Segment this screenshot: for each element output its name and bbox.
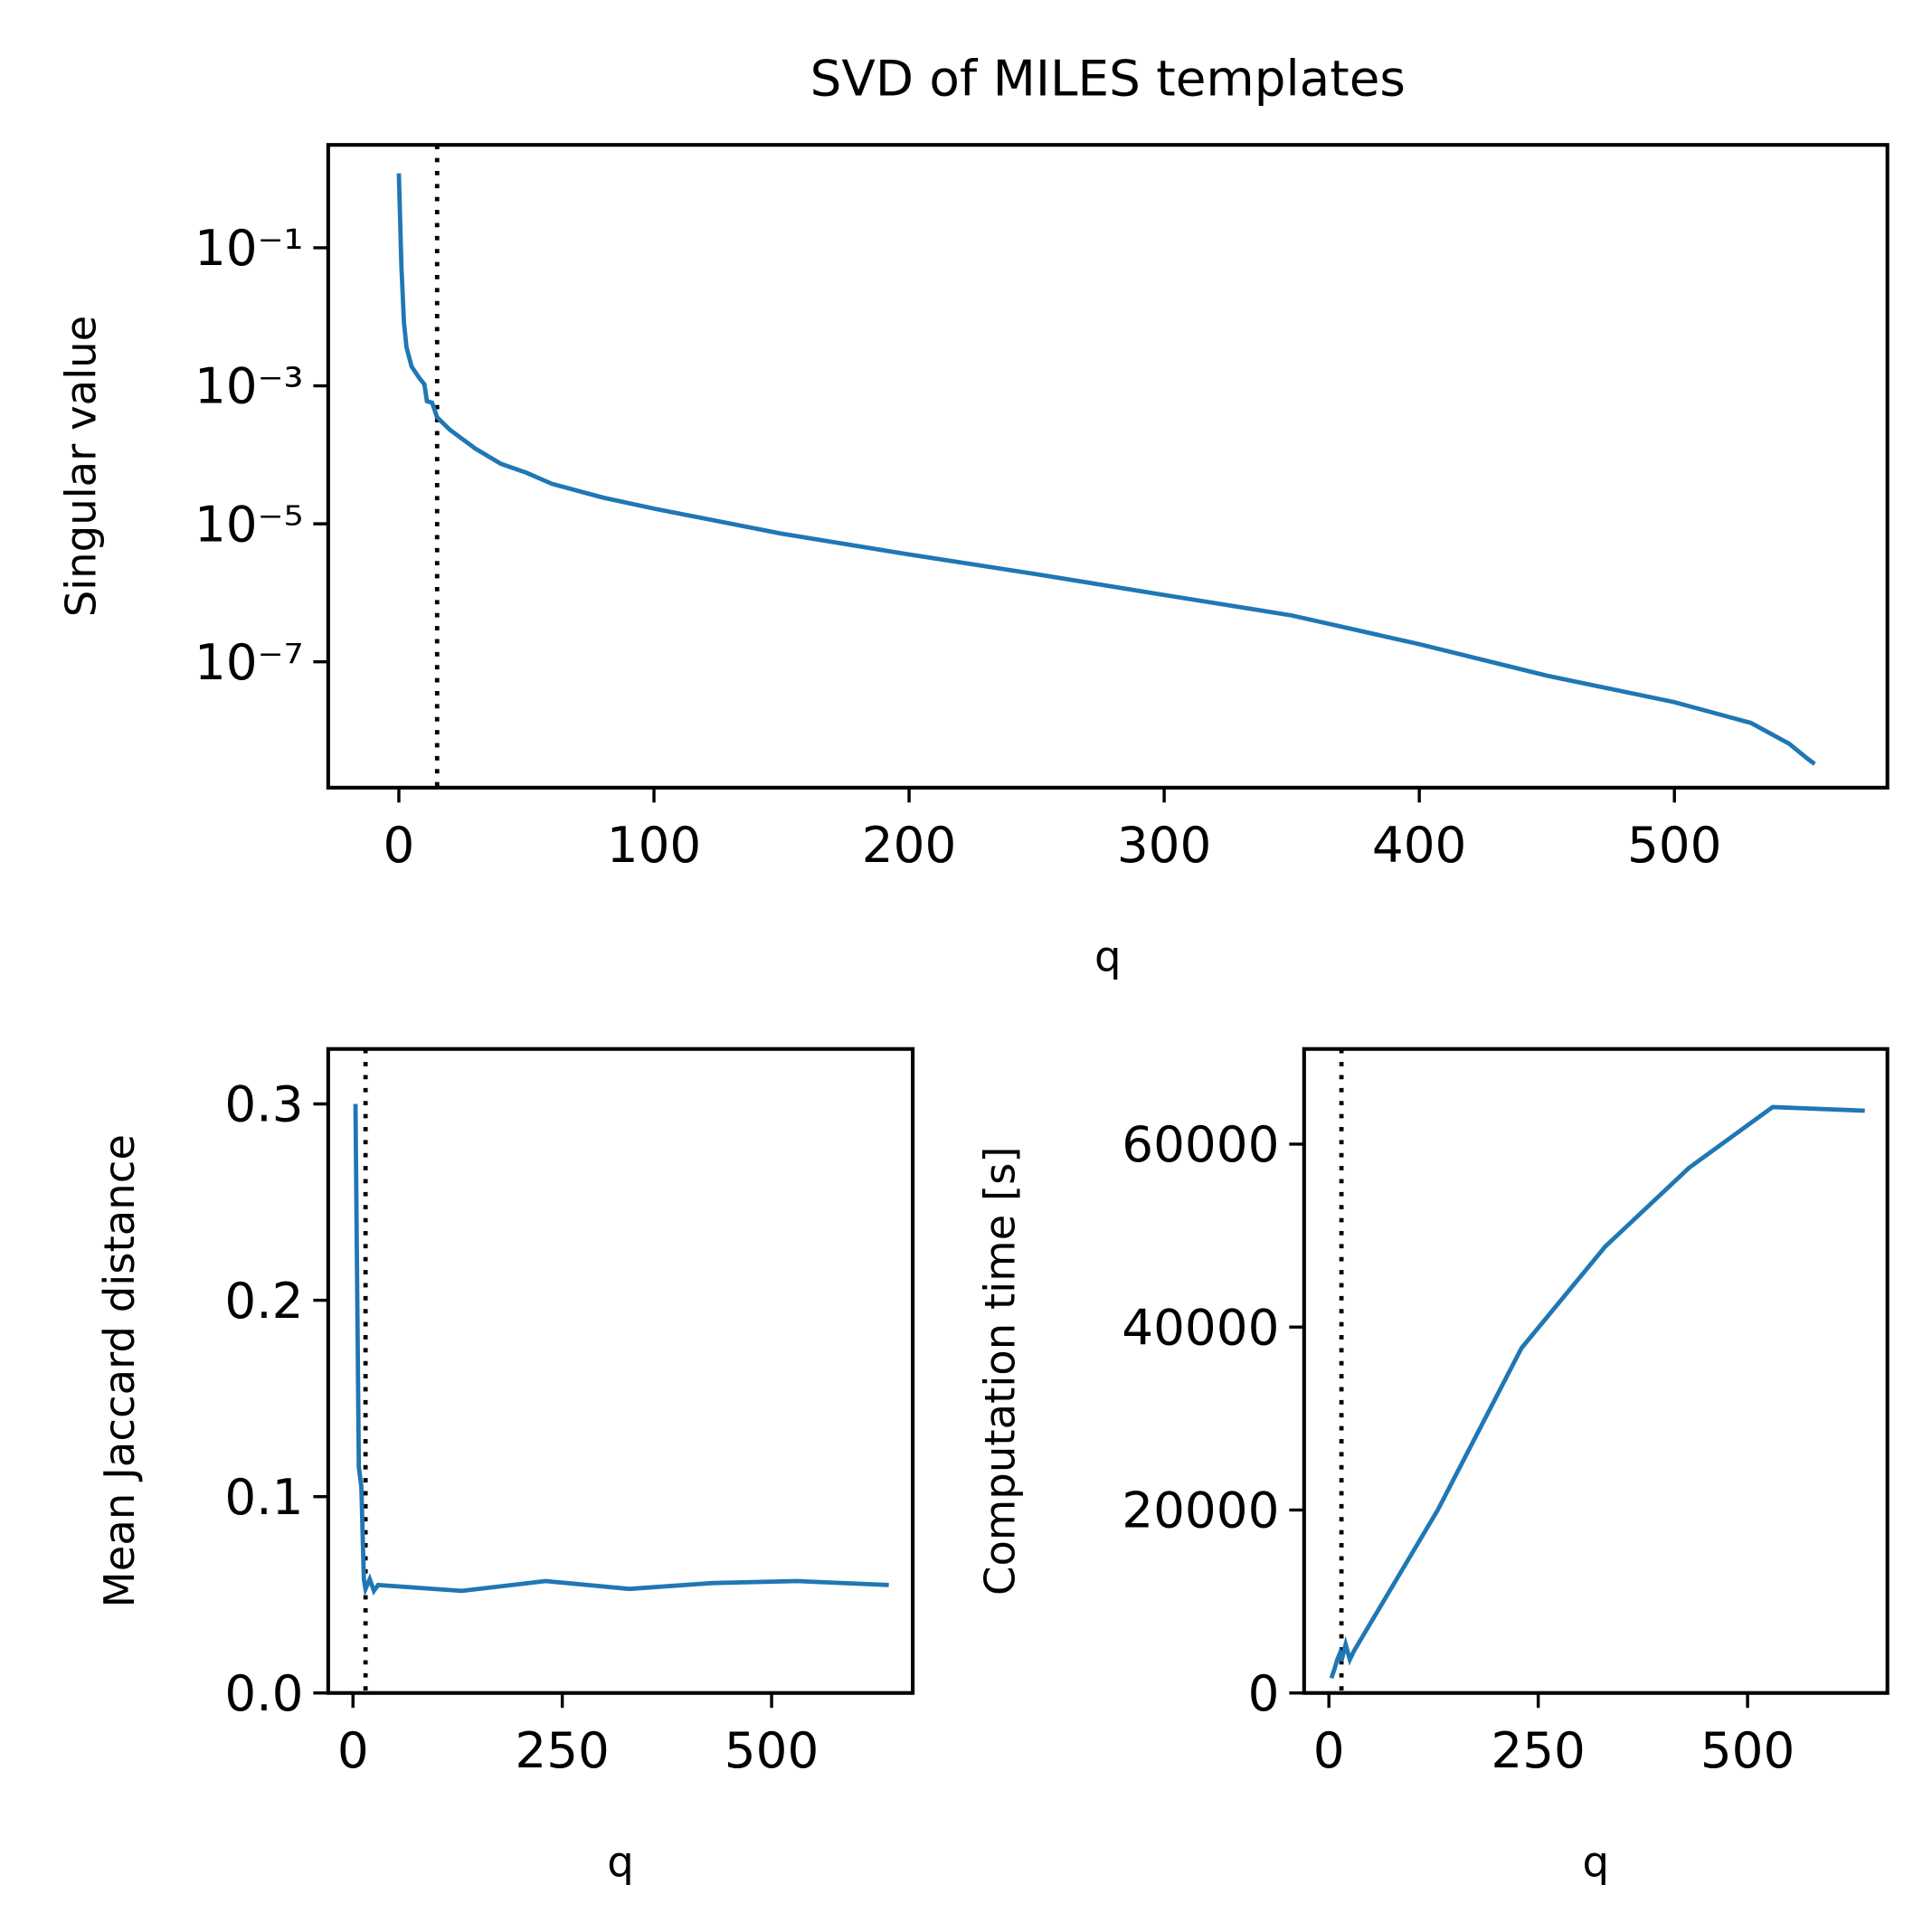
y-tick-label: 0.0 [224, 1664, 303, 1722]
y-tick-label: 40000 [1122, 1298, 1279, 1356]
y-tick-label: 10⁻⁵ [194, 495, 304, 553]
plot-frame [326, 143, 1889, 790]
y-tick-label: 0.1 [224, 1468, 303, 1526]
x-tick-label: 0 [1313, 1721, 1345, 1779]
x-tick-label: 250 [1491, 1721, 1586, 1779]
x-tick-label: 0 [337, 1721, 369, 1779]
y-tick-label: 20000 [1122, 1482, 1279, 1539]
x-axis-label: q [607, 1837, 634, 1886]
x-axis-label: q [1094, 932, 1122, 980]
y-axis-label: Mean Jaccard distance [95, 1134, 144, 1607]
data-line [396, 173, 1816, 766]
data-line [1329, 1104, 1865, 1680]
x-tick-label: 500 [724, 1721, 819, 1779]
chart-title: SVD of MILES templates [810, 49, 1406, 107]
y-tick-label: 0.2 [224, 1272, 303, 1330]
y-tick-label: 60000 [1122, 1115, 1279, 1173]
x-tick-label: 500 [1627, 816, 1722, 874]
y-tick-label: 10⁻⁷ [194, 633, 304, 691]
y-axis-label: Singular value [56, 316, 105, 618]
y-axis-label: Computation time [s] [975, 1146, 1024, 1596]
y-tick-label: 10⁻¹ [194, 219, 304, 277]
plot-frame [326, 1046, 915, 1695]
x-axis-label: q [1582, 1837, 1609, 1886]
x-tick-label: 300 [1117, 816, 1212, 874]
plot-frame [1302, 1046, 1889, 1695]
y-tick-label: 10⁻³ [194, 357, 304, 415]
x-tick-label: 250 [515, 1721, 610, 1779]
x-tick-label: 100 [607, 816, 702, 874]
data-line [353, 1103, 889, 1597]
x-tick-label: 200 [862, 816, 957, 874]
y-tick-label: 0 [1248, 1664, 1280, 1722]
x-tick-label: 0 [384, 816, 415, 874]
x-tick-label: 400 [1372, 816, 1467, 874]
y-tick-label: 0.3 [224, 1075, 303, 1133]
x-tick-label: 500 [1700, 1721, 1795, 1779]
